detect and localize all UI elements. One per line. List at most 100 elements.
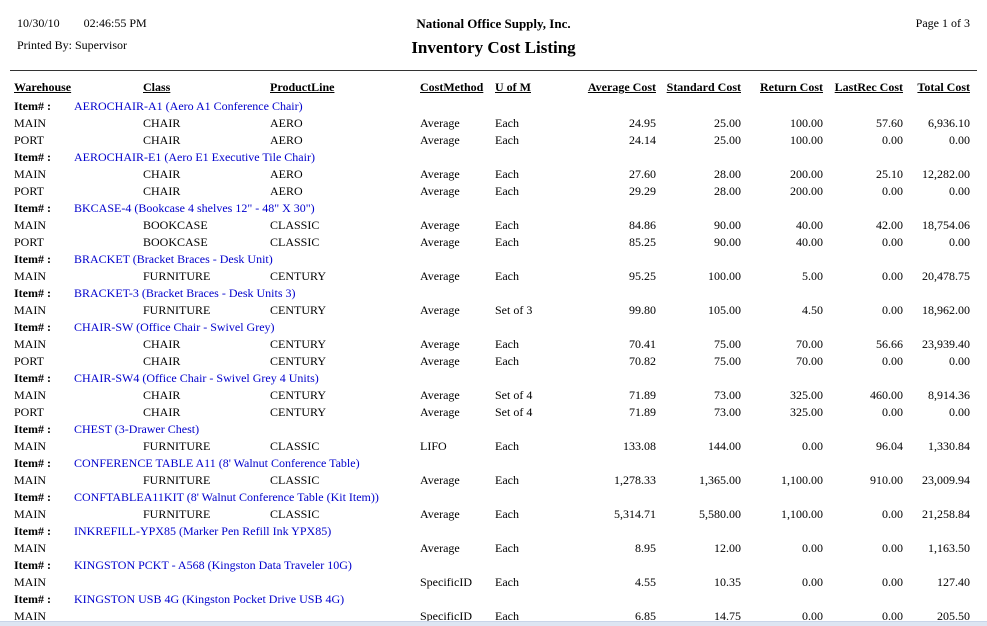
cell-standard-cost: 25.00 (714, 116, 741, 130)
cell-return-cost: 325.00 (790, 388, 823, 402)
item-number-label: Item# : (14, 371, 51, 385)
item-link[interactable]: AEROCHAIR-E1 (Aero E1 Executive Tile Cha… (74, 150, 315, 164)
column-header-uofm: U of M (495, 80, 531, 94)
header-left: 10/30/10 02:46:55 PM Printed By: Supervi… (17, 16, 147, 53)
cell-average-cost: 71.89 (629, 388, 656, 402)
cell-warehouse: MAIN (14, 575, 46, 589)
cell-average-cost: 84.86 (629, 218, 656, 232)
cell-return-cost: 0.00 (802, 609, 823, 623)
item-link[interactable]: CHAIR-SW (Office Chair - Swivel Grey) (74, 320, 275, 334)
cell-warehouse: MAIN (14, 303, 46, 317)
cell-uofm: Set of 3 (495, 303, 533, 317)
cell-lastrec-cost: 0.00 (882, 235, 903, 249)
item-header-row: Item# : INKREFILL-YPX85 (Marker Pen Refil… (14, 523, 970, 540)
cell-class: BOOKCASE (143, 218, 208, 232)
inventory-table: Warehouse Class ProductLine CostMethod U of … (14, 72, 970, 625)
cell-product-line: CLASSIC (270, 473, 320, 487)
cell-total-cost: 18,754.06 (922, 218, 970, 232)
item-link[interactable]: KINGSTON PCKT - A568 (Kingston Data Trav… (74, 558, 352, 572)
item-header-row: Item# : BRACKET-3 (Bracket Braces - Desk … (14, 285, 970, 302)
cell-warehouse: MAIN (14, 473, 46, 487)
table-row: MAIN Average Each 8.95 12.00 0.00 0.00 1,163.50 (14, 540, 970, 557)
cell-standard-cost: 1,365.00 (699, 473, 741, 487)
item-number-label: Item# : (14, 320, 51, 334)
cell-standard-cost: 12.00 (714, 541, 741, 555)
cell-cost-method: Average (420, 507, 460, 521)
item-number-label: Item# : (14, 456, 51, 470)
cell-return-cost: 40.00 (796, 235, 823, 249)
item-link[interactable]: CHEST (3-Drawer Chest) (74, 422, 200, 436)
printed-by: Printed By: Supervisor (17, 38, 127, 52)
cell-lastrec-cost: 460.00 (870, 388, 903, 402)
table-row: PORT CHAIR AERO Average Each 24.14 25.00 100.00… (14, 132, 970, 149)
item-link[interactable]: AEROCHAIR-A1 (Aero A1 Conference Chair) (74, 99, 303, 113)
cell-total-cost: 20,478.75 (922, 269, 970, 283)
item-link[interactable]: INKREFILL-YPX85 (Marker Pen Refill Ink Y… (74, 524, 332, 538)
cell-warehouse: MAIN (14, 116, 46, 130)
cell-uofm: Each (495, 354, 519, 368)
cell-cost-method: Average (420, 269, 460, 283)
cell-total-cost: 0.00 (949, 235, 970, 249)
table-row: MAIN SpecificID Each 6.85 14.75 0.00 0.00 205.5… (14, 608, 970, 625)
item-link[interactable]: BRACKET (Bracket Braces - Desk Unit) (74, 252, 273, 266)
cell-class: CHAIR (143, 167, 181, 181)
page-number: Page 1 of 3 (915, 16, 970, 30)
cell-lastrec-cost: 0.00 (882, 303, 903, 317)
cell-warehouse: MAIN (14, 167, 46, 181)
header-divider-rule (10, 70, 977, 71)
item-link[interactable]: CONFERENCE TABLE A11 (8' Walnut Conferen… (74, 456, 360, 470)
cell-lastrec-cost: 910.00 (870, 473, 903, 487)
item-header-row: Item# : AEROCHAIR-E1 (Aero E1 Executive T… (14, 149, 970, 166)
item-link[interactable]: CHAIR-SW4 (Office Chair - Swivel Grey 4 … (74, 371, 319, 385)
cell-uofm: Each (495, 133, 519, 147)
item-number-label: Item# : (14, 99, 51, 113)
cell-standard-cost: 73.00 (714, 388, 741, 402)
cell-standard-cost: 28.00 (714, 184, 741, 198)
cell-standard-cost: 90.00 (714, 235, 741, 249)
table-body: Item# : AEROCHAIR-A1 (Aero A1 Conference … (14, 98, 970, 625)
cell-cost-method: Average (420, 354, 460, 368)
report-title: Inventory Cost Listing (411, 38, 576, 57)
cell-return-cost: 200.00 (790, 184, 823, 198)
item-link[interactable]: KINGSTON USB 4G (Kingston Pocket Drive U… (74, 592, 345, 606)
header-center: National Office Supply, Inc. Inventory C… (0, 16, 987, 58)
column-header-warehouse: Warehouse (14, 80, 72, 94)
item-link[interactable]: BKCASE-4 (Bookcase 4 shelves 12" - 48" X… (74, 201, 315, 215)
cell-product-line: CLASSIC (270, 218, 320, 232)
cell-lastrec-cost: 0.00 (882, 609, 903, 623)
cell-total-cost: 1,163.50 (928, 541, 970, 555)
cell-uofm: Each (495, 167, 519, 181)
cell-class: FURNITURE (143, 439, 211, 453)
window-bottom-strip (0, 621, 987, 626)
cell-product-line: CENTURY (270, 337, 327, 351)
column-header-lastrec-cost: LastRec Cost (834, 80, 903, 94)
cell-average-cost: 24.14 (629, 133, 656, 147)
cell-total-cost: 12,282.00 (922, 167, 970, 181)
cell-uofm: Each (495, 235, 519, 249)
header-right: Page 1 of 3 (916, 16, 970, 31)
table-row: MAIN SpecificID Each 4.55 10.35 0.00 0.00 127.4… (14, 574, 970, 591)
item-link[interactable]: BRACKET-3 (Bracket Braces - Desk Units 3… (74, 286, 296, 300)
cell-total-cost: 0.00 (949, 405, 970, 419)
cell-class: CHAIR (143, 184, 181, 198)
cell-product-line: CLASSIC (270, 507, 320, 521)
cell-return-cost: 0.00 (802, 541, 823, 555)
cell-uofm: Each (495, 439, 519, 453)
cell-average-cost: 8.95 (635, 541, 656, 555)
cell-average-cost: 1,278.33 (614, 473, 656, 487)
cell-standard-cost: 14.75 (714, 609, 741, 623)
cell-average-cost: 27.60 (629, 167, 656, 181)
item-header-row: Item# : CHEST (3-Drawer Chest) (14, 421, 970, 438)
cell-return-cost: 4.50 (802, 303, 823, 317)
column-header-product-line: ProductLine (270, 80, 335, 94)
cell-lastrec-cost: 25.10 (876, 167, 903, 181)
item-link[interactable]: CONFTABLEA11KIT (8' Walnut Conference Ta… (74, 490, 379, 504)
cell-warehouse: MAIN (14, 439, 46, 453)
cell-total-cost: 0.00 (949, 133, 970, 147)
item-number-label: Item# : (14, 150, 51, 164)
cell-lastrec-cost: 0.00 (882, 184, 903, 198)
cell-product-line: AERO (270, 116, 303, 130)
table-row: MAIN BOOKCASE CLASSIC Average Each 84.86 90.00… (14, 217, 970, 234)
cell-warehouse: MAIN (14, 541, 46, 555)
cell-standard-cost: 73.00 (714, 405, 741, 419)
